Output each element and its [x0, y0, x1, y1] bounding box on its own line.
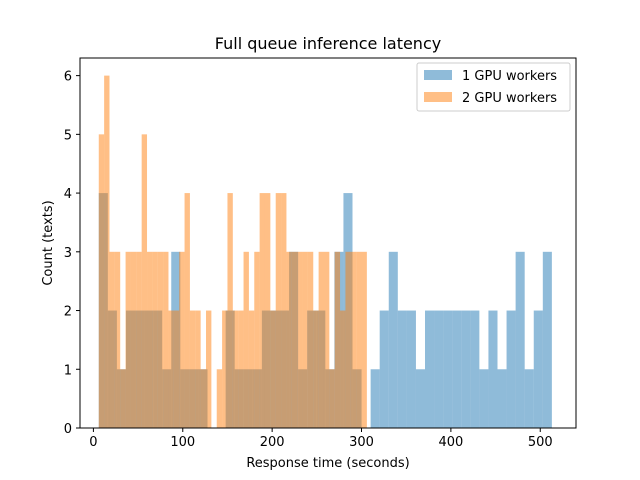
- histogram-bar: [248, 310, 255, 428]
- histogram-bar: [281, 193, 287, 428]
- x-tick-label: 0: [89, 435, 97, 450]
- histogram-bar: [163, 251, 169, 428]
- histogram-bar: [286, 251, 292, 428]
- histogram-bar: [297, 251, 303, 428]
- histogram-bar: [488, 310, 498, 428]
- histogram-bar: [506, 310, 516, 428]
- histogram-bar: [479, 369, 489, 428]
- histogram-bar: [291, 251, 298, 428]
- histogram-bar: [264, 193, 271, 428]
- histogram-bar: [238, 310, 244, 428]
- histogram-bar: [302, 251, 308, 428]
- histogram-bar: [313, 310, 319, 428]
- histogram-bar: [168, 310, 174, 428]
- histogram-bar: [524, 369, 534, 428]
- x-tick-label: 200: [260, 435, 285, 450]
- legend-label-1gpu: 1 GPU workers: [462, 69, 557, 84]
- histogram-bar: [425, 310, 435, 428]
- x-tick-label: 400: [438, 435, 463, 450]
- histogram-bar: [406, 310, 416, 428]
- histogram-bar: [147, 251, 153, 428]
- y-tick-label: 1: [64, 363, 72, 378]
- histogram-bar: [434, 310, 444, 428]
- x-tick-label: 100: [170, 435, 195, 450]
- histogram-bar: [184, 193, 190, 428]
- histogram-bar: [125, 251, 131, 428]
- histogram-bar: [334, 251, 341, 428]
- histogram-bar: [470, 310, 480, 428]
- histogram-bar: [388, 251, 398, 428]
- histogram-bar: [98, 134, 105, 428]
- histogram-bar: [141, 134, 148, 428]
- histogram-bar: [120, 369, 126, 428]
- histogram-bar: [345, 251, 351, 428]
- histogram-bar: [136, 251, 142, 428]
- histogram-bar: [515, 251, 525, 428]
- histogram-bar: [461, 310, 471, 428]
- histogram-bar: [397, 310, 407, 428]
- histogram-bar: [173, 310, 180, 428]
- histogram-bar: [318, 251, 324, 428]
- x-axis-label: Response time (seconds): [246, 456, 409, 471]
- histogram-bar: [356, 251, 362, 428]
- histogram-bar: [222, 310, 228, 428]
- histogram-bar: [452, 310, 462, 428]
- histogram-bar: [179, 251, 185, 428]
- histogram-bar: [542, 251, 552, 428]
- histogram-bar: [195, 310, 201, 428]
- histogram-bar: [379, 310, 389, 428]
- y-tick-label: 5: [64, 128, 72, 143]
- histogram-bar: [104, 75, 110, 429]
- histogram-bar: [350, 251, 357, 428]
- histogram-bar: [254, 251, 260, 428]
- histogram-bar: [270, 310, 276, 428]
- histogram-bar: [340, 310, 346, 428]
- histogram-bar: [275, 193, 282, 428]
- histogram-bar: [216, 369, 223, 428]
- histogram-bar: [329, 369, 335, 428]
- y-tick-label: 3: [64, 246, 72, 261]
- y-tick-label: 4: [64, 187, 72, 202]
- histogram-bar: [497, 369, 507, 428]
- chart-title: Full queue inference latency: [215, 34, 441, 53]
- legend-swatch-1gpu: [424, 70, 452, 80]
- x-axis-ticks: 0 100 200 300 400 500: [89, 428, 553, 450]
- histogram-bar: [206, 310, 212, 428]
- series-2-bars: [98, 75, 367, 429]
- legend: 1 GPU workers 2 GPU workers: [416, 62, 571, 112]
- legend-swatch-2gpu: [424, 92, 452, 102]
- histogram-bar: [189, 310, 196, 428]
- y-axis-label: Count (texts): [41, 200, 56, 285]
- histogram-bar: [307, 251, 314, 428]
- legend-box: [416, 62, 571, 112]
- y-tick-label: 6: [64, 70, 72, 85]
- histogram-bar: [227, 193, 233, 428]
- y-tick-label: 0: [64, 422, 72, 437]
- histogram-bar: [361, 251, 367, 428]
- histogram-bar: [109, 251, 115, 428]
- histogram-bar: [232, 310, 239, 428]
- histogram-bar: [259, 193, 265, 428]
- histogram-bar: [114, 251, 121, 428]
- plot-area-frame: [79, 57, 577, 429]
- histogram-bar: [443, 310, 453, 428]
- histogram-bar: [370, 369, 380, 428]
- histogram-bar: [130, 251, 137, 428]
- histogram-bar: [200, 369, 207, 428]
- histogram-bar: [152, 251, 158, 428]
- y-axis-ticks: 0 1 2 3 4 5 6: [64, 70, 80, 437]
- histogram-bar: [323, 251, 330, 428]
- histogram-bar: [157, 251, 164, 428]
- histogram-bar: [243, 251, 249, 428]
- histogram-bar: [415, 369, 425, 428]
- histogram-bar: [533, 310, 543, 428]
- x-tick-label: 500: [528, 435, 553, 450]
- x-tick-label: 300: [349, 435, 374, 450]
- legend-label-2gpu: 2 GPU workers: [462, 91, 557, 106]
- y-tick-label: 2: [64, 305, 72, 320]
